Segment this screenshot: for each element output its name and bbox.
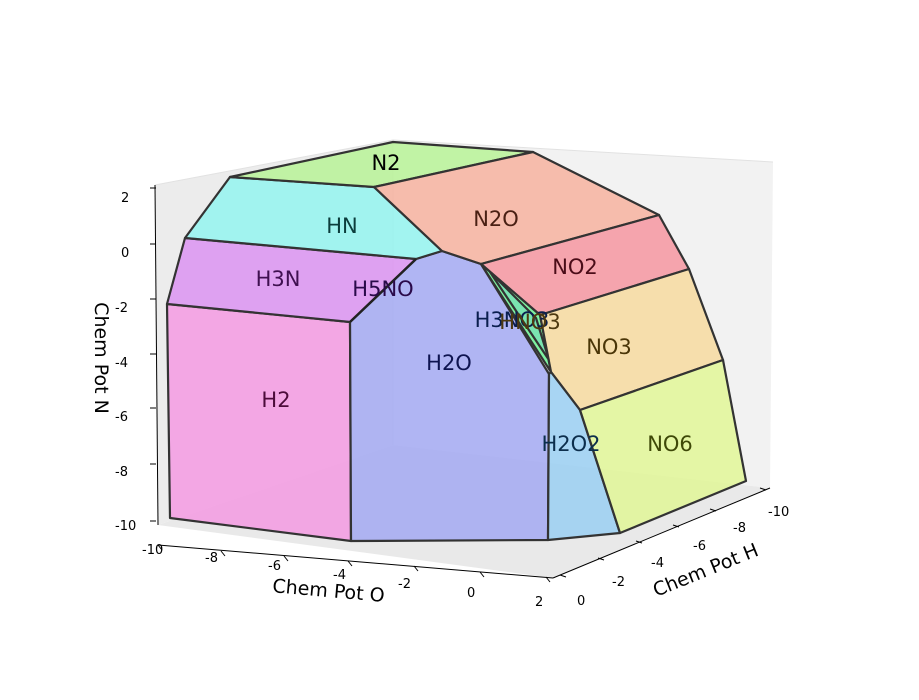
- region-no6: [578, 358, 748, 535]
- x-tick-mark: [347, 560, 353, 567]
- x-axis-label: Chem Pot O: [272, 575, 386, 607]
- z-tick-label: -8: [115, 465, 128, 480]
- z-tick-label: -4: [115, 356, 128, 371]
- x-tick-mark: [545, 576, 551, 583]
- x-tick-label: -6: [268, 559, 281, 574]
- y-axis-line: [552, 487, 771, 579]
- y-tick-mark: [759, 487, 767, 491]
- y-tick-mark: [672, 524, 680, 528]
- region-faces: [165, 140, 748, 543]
- z-axis-label: Chem Pot N: [90, 302, 112, 414]
- x-tick-mark: [220, 550, 226, 557]
- label-h5no: H5NO: [352, 277, 413, 301]
- z-axis: 2 0 -2 -4 -6 -8 -10 Chem Pot N: [90, 187, 156, 534]
- z-tick-label: -10: [115, 519, 136, 534]
- y-tick-label: 0: [577, 594, 585, 609]
- label-h2: H2: [261, 388, 290, 412]
- label-no3: NO3: [586, 335, 632, 359]
- y-tick-label: -4: [651, 556, 664, 571]
- x-axis-line: [157, 544, 554, 579]
- y-tick-label: -2: [612, 575, 625, 590]
- z-tick-label: 2: [121, 191, 129, 206]
- label-h3no3: H3NO3: [475, 308, 550, 332]
- region-h2: [165, 302, 353, 543]
- region-hno3: [488, 270, 551, 362]
- y-tick-label: -10: [768, 505, 789, 520]
- region-labels: N2 HN N2O H3N H5NO NO2 H3NO3 HNO3 NO3 H2…: [256, 151, 693, 456]
- label-hn: HN: [326, 214, 358, 238]
- x-tick-label: -10: [142, 543, 163, 558]
- label-h2o: H2O: [426, 351, 472, 375]
- label-hno3: HNO3: [499, 310, 560, 334]
- h5no-edge: [349, 258, 417, 323]
- y-tick-mark: [597, 557, 605, 561]
- label-no6: NO6: [647, 432, 693, 456]
- y-tick-mark: [559, 574, 567, 578]
- label-h3n: H3N: [256, 267, 301, 291]
- label-n2o: N2O: [473, 207, 519, 231]
- y-tick-mark: [709, 508, 717, 512]
- label-no2: NO2: [552, 255, 598, 279]
- x-tick-mark: [479, 571, 485, 578]
- z-tick-label: -6: [115, 410, 128, 425]
- z-axis-line: [154, 184, 159, 526]
- z-tick-label: -2: [115, 301, 128, 316]
- x-tick-label: 2: [535, 595, 543, 610]
- y-tick-label: -8: [733, 521, 746, 536]
- x-tick-label: -8: [205, 551, 218, 566]
- label-n2: N2: [371, 151, 400, 175]
- x-tick-label: 0: [467, 586, 475, 601]
- z-tick-label: 0: [121, 246, 129, 261]
- x-tick-mark: [413, 565, 419, 572]
- x-tick-label: -2: [398, 577, 411, 592]
- x-tick-label: -4: [333, 568, 346, 583]
- label-h2o2: H2O2: [541, 432, 600, 456]
- axis-lines: [154, 184, 771, 579]
- x-tick-mark: [283, 555, 289, 562]
- y-tick-mark: [635, 540, 643, 544]
- y-tick-label: -6: [693, 539, 706, 554]
- x-tick-mark: [157, 544, 163, 551]
